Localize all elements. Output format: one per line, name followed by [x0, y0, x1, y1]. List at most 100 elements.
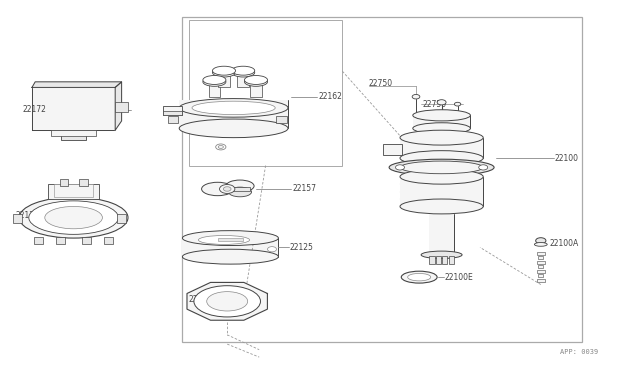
Bar	[383, 144, 402, 155]
Bar	[538, 265, 543, 268]
Bar	[182, 238, 278, 257]
Circle shape	[220, 185, 235, 193]
Ellipse shape	[232, 68, 255, 77]
Text: 22750: 22750	[369, 79, 393, 88]
Ellipse shape	[212, 66, 236, 75]
Text: 22172M: 22172M	[16, 211, 47, 220]
Bar	[224, 187, 250, 191]
Bar	[82, 237, 91, 244]
Text: 22130: 22130	[189, 295, 212, 304]
Ellipse shape	[400, 151, 483, 166]
Bar	[54, 184, 93, 197]
Text: 22125: 22125	[290, 243, 314, 252]
Bar	[60, 179, 68, 186]
Bar	[117, 214, 126, 223]
Bar	[400, 138, 483, 158]
Bar	[537, 252, 545, 255]
Circle shape	[536, 238, 546, 244]
Ellipse shape	[226, 180, 254, 192]
Ellipse shape	[534, 243, 547, 246]
Ellipse shape	[19, 197, 128, 238]
Text: 22750: 22750	[422, 100, 447, 109]
Ellipse shape	[212, 68, 236, 77]
Text: 22172: 22172	[22, 105, 46, 114]
Circle shape	[218, 145, 223, 148]
Ellipse shape	[400, 199, 483, 214]
Bar	[218, 73, 230, 87]
Bar	[168, 116, 178, 123]
Polygon shape	[32, 87, 115, 130]
Bar	[182, 17, 582, 342]
Bar	[538, 274, 543, 277]
Ellipse shape	[203, 77, 226, 86]
Ellipse shape	[179, 99, 288, 117]
Text: 22162: 22162	[318, 92, 342, 101]
Bar	[237, 73, 249, 87]
Ellipse shape	[400, 169, 483, 184]
Bar	[250, 82, 262, 97]
Bar	[537, 279, 545, 282]
Text: 22100: 22100	[555, 154, 579, 163]
Bar	[429, 214, 454, 255]
Bar	[79, 179, 88, 186]
Ellipse shape	[198, 235, 250, 244]
Text: 22100E: 22100E	[445, 273, 474, 282]
Ellipse shape	[244, 77, 268, 86]
Bar	[537, 270, 545, 273]
Ellipse shape	[408, 273, 431, 281]
Bar	[48, 184, 99, 199]
Bar	[179, 100, 288, 128]
Circle shape	[268, 247, 276, 252]
Bar	[276, 116, 287, 123]
Ellipse shape	[203, 76, 226, 84]
Circle shape	[216, 144, 226, 150]
Bar	[429, 256, 435, 264]
Ellipse shape	[228, 187, 252, 197]
Ellipse shape	[207, 292, 248, 311]
Ellipse shape	[179, 119, 288, 138]
Bar	[115, 102, 128, 112]
Circle shape	[479, 165, 488, 170]
Circle shape	[454, 102, 461, 106]
Bar	[442, 256, 447, 264]
Ellipse shape	[413, 123, 470, 134]
Ellipse shape	[194, 286, 260, 317]
Bar	[413, 115, 470, 128]
Bar	[163, 106, 182, 115]
Polygon shape	[187, 282, 268, 320]
Circle shape	[437, 100, 446, 105]
Ellipse shape	[400, 130, 483, 145]
Bar	[436, 256, 441, 264]
Circle shape	[396, 165, 404, 170]
Bar	[163, 111, 182, 115]
Bar	[51, 130, 96, 136]
Ellipse shape	[244, 76, 268, 84]
Text: APP: 0039: APP: 0039	[560, 349, 598, 355]
Bar	[400, 177, 483, 206]
Circle shape	[223, 187, 231, 191]
Bar	[209, 82, 220, 97]
Bar	[13, 214, 22, 223]
Bar	[61, 130, 86, 140]
Bar	[104, 237, 113, 244]
Text: 22157: 22157	[292, 185, 317, 193]
Ellipse shape	[389, 159, 494, 176]
Ellipse shape	[29, 201, 118, 234]
Bar	[218, 238, 243, 241]
Ellipse shape	[400, 161, 483, 174]
Ellipse shape	[45, 206, 102, 229]
Ellipse shape	[413, 110, 470, 121]
Bar	[56, 237, 65, 244]
Ellipse shape	[182, 249, 278, 264]
Circle shape	[412, 94, 420, 99]
Ellipse shape	[192, 101, 275, 115]
Text: 22100A: 22100A	[549, 239, 579, 248]
Bar	[537, 261, 545, 264]
Ellipse shape	[401, 271, 437, 283]
Polygon shape	[32, 82, 122, 87]
Polygon shape	[115, 82, 122, 130]
Bar	[538, 256, 543, 259]
Ellipse shape	[232, 66, 255, 75]
Ellipse shape	[182, 231, 278, 246]
Ellipse shape	[202, 182, 234, 196]
